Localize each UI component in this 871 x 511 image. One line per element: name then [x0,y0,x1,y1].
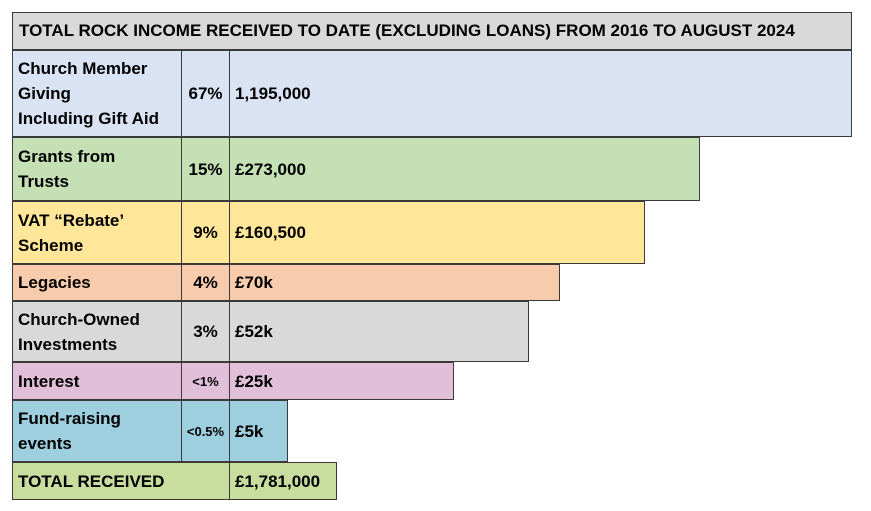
percentage-label: 67% [181,50,230,137]
percentage-label: <1% [181,362,230,400]
percentage-label: 9% [181,201,230,264]
category-label: Fund-raising events [12,400,182,462]
percentage-label: 3% [181,301,230,362]
category-label: Church-Owned Investments [12,301,182,362]
value-bar: £70k [229,264,560,301]
category-label: Grants from Trusts [12,137,182,201]
category-label: VAT “Rebate’ Scheme [12,201,182,264]
category-label: Interest [12,362,182,400]
percentage-label: 15% [181,137,230,201]
category-label: Church Member Giving Including Gift Aid [12,50,182,137]
total-value: £1,781,000 [229,462,337,500]
percentage-label: 4% [181,264,230,301]
percentage-label: <0.5% [181,400,230,462]
total-label: TOTAL RECEIVED [12,462,230,500]
value-bar: £52k [229,301,530,362]
value-bar: £5k [229,400,288,462]
value-bar: 1,195,000 [229,50,852,137]
value-bar: £273,000 [229,137,700,201]
category-label: Legacies [12,264,182,301]
chart-title: TOTAL ROCK INCOME RECEIVED TO DATE (EXCL… [12,12,852,50]
value-bar: £160,500 [229,201,646,264]
value-bar: £25k [229,362,454,400]
